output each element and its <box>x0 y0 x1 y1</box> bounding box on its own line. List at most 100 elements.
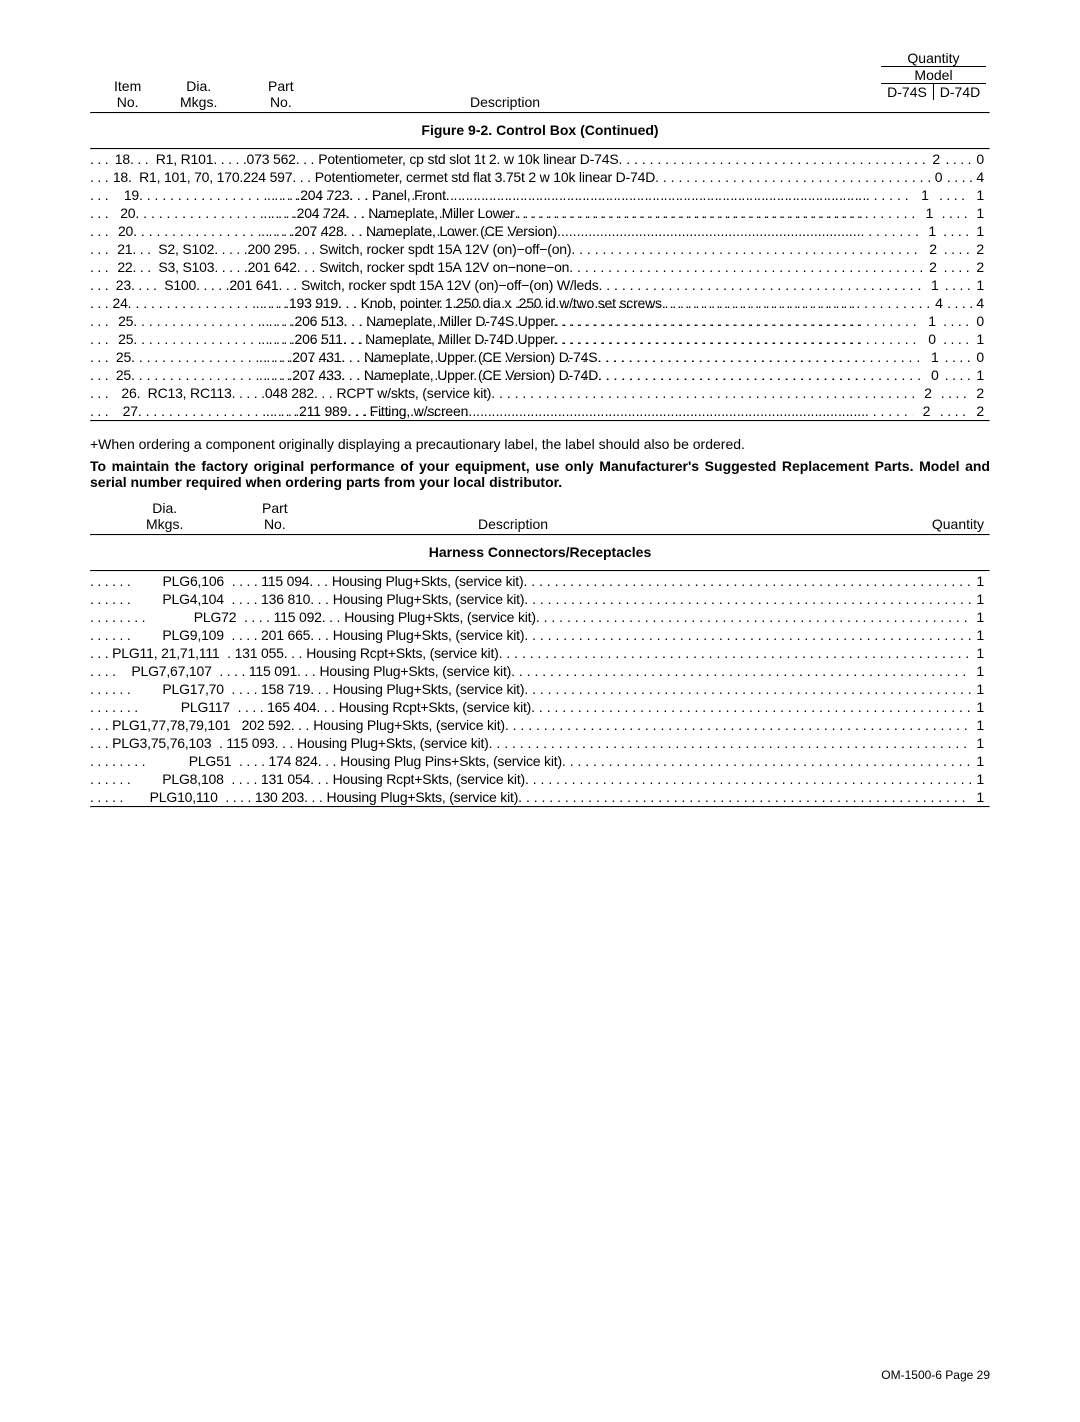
cell-qty-1: 1 <box>925 348 945 366</box>
rule-h2 <box>90 534 990 536</box>
hdr-qty-block: Quantity Model D-74S D-74D <box>881 50 986 100</box>
rule-after-list2 <box>90 806 990 808</box>
dots <box>599 276 925 294</box>
cell-qty-1: 0 <box>921 330 943 348</box>
cell-desc: Housing Plug+Skts, (service kit) <box>293 734 489 752</box>
cell-qty-1: 1 <box>921 222 943 240</box>
cell-qty: 1 <box>971 680 991 698</box>
hdr-part: PartNo. <box>268 78 294 110</box>
rule-after-list1 <box>90 420 990 422</box>
cell-qty-1: 2 <box>927 150 946 168</box>
cell-part: 115 094 <box>261 572 309 590</box>
table-row: . . . . . PLG10,110 . . . . 130 203 . . … <box>90 788 990 806</box>
cell-dia <box>131 348 259 366</box>
cell-desc: Nameplate, Lower (CE Version) <box>362 222 557 240</box>
cell-qty-2: 0 <box>971 348 991 366</box>
cell-desc: Housing Rcpt+Skts, (service kit) <box>329 770 525 788</box>
cell-qty-1: 4 <box>931 294 947 312</box>
hdr-model: Model <box>881 67 986 84</box>
cell-part: 201 641 <box>229 276 278 294</box>
cell-dia: PLG51 <box>149 752 235 770</box>
dots <box>597 348 924 366</box>
dots <box>555 312 921 330</box>
table-row: . . . 24 . . . . . 193 919 . . .Knob, po… <box>90 294 990 312</box>
cell-dia: . . . S3, S103 <box>133 258 215 276</box>
cell-desc: Housing Plug+Skts, (service kit) <box>329 626 525 644</box>
table-row: . . . . . . . . PLG51 . . . . 174 824 . … <box>90 752 990 770</box>
cell-qty-2: 0 <box>969 312 990 330</box>
table-row: . . . . PLG7,67,107 . . . . 115 091 . . … <box>90 662 990 680</box>
cell-qty: 1 <box>971 698 990 716</box>
cell-desc: Potentiometer, cermet std flat 3.75t 2 w… <box>311 168 655 186</box>
table-row: . . . . . . PLG9,109 . . . . 201 665 . .… <box>90 626 990 644</box>
cell-dia <box>133 330 261 348</box>
cell-part: 174 824 <box>269 752 318 770</box>
cell-qty: 1 <box>969 734 990 752</box>
hdr2-desc: Description <box>478 516 548 532</box>
hdr-model-1: D-74S <box>881 84 933 100</box>
cell-item: 24 <box>112 294 128 312</box>
cell-part: 131 055 <box>235 644 284 662</box>
figure-title: Figure 9-2. Control Box (Continued) <box>90 122 990 138</box>
cell-desc: Potentiometer, cp std slot 1t 2. w 10k l… <box>314 150 618 168</box>
dots <box>523 572 970 590</box>
cell-part: 131 054 <box>261 770 310 788</box>
table-row: . . . . . . . . PLG72 . . . . 115 092 . … <box>90 608 990 626</box>
hdr2-dia-text: Dia.Mkgs. <box>146 500 183 532</box>
cell-item: 21 <box>112 240 132 258</box>
table-row: . . . 25 . . . . . 207 431 . . .Nameplat… <box>90 348 990 366</box>
cell-desc: Nameplate, Miller D-74S Upper <box>362 312 555 330</box>
parts-header-2: Dia.Mkgs. PartNo. Description Quantity <box>90 500 990 534</box>
cell-dia <box>131 366 259 384</box>
cell-part: 115 092 <box>274 608 322 626</box>
hdr-dia: Dia.Mkgs. <box>180 78 217 110</box>
cell-qty-2: 1 <box>971 366 990 384</box>
hdr2-dia: Dia.Mkgs. <box>146 500 183 532</box>
dots <box>557 222 921 240</box>
hdr-model-2: D-74D <box>934 84 986 100</box>
cell-part: 130 203 <box>255 788 304 806</box>
cell-dia: PLG72 <box>149 608 240 626</box>
cell-qty-1: 2 <box>913 402 940 420</box>
cell-dia: PLG1,77,78,79,101 <box>112 716 234 734</box>
table-row: . . . 23 . . . . S100 . . . . . 201 641 … <box>90 276 990 294</box>
page-footer: OM-1500-6 Page 29 <box>90 1368 990 1382</box>
cell-part: 202 592 <box>242 716 291 734</box>
cell-dia: PLG11, 21,71,111 <box>112 644 223 662</box>
cell-part: 073 562 <box>247 150 296 168</box>
table-row: . . . 22 . . . S3, S103 . . . . . 201 64… <box>90 258 990 276</box>
parts-list-2: . . . . . . PLG6,106 . . . . 115 094 . .… <box>90 572 990 806</box>
cell-item: 23 <box>112 276 131 294</box>
cell-desc: Housing Plug+Skts, (service kit) <box>340 608 536 626</box>
cell-part: 165 404 <box>267 698 316 716</box>
dots <box>499 644 970 662</box>
cell-dia <box>138 402 266 420</box>
cell-qty-2: 1 <box>971 276 990 294</box>
cell-desc: Housing Plug+Skts, (service kit) <box>309 716 505 734</box>
cell-dia <box>135 204 263 222</box>
cell-item: 25 <box>112 348 131 366</box>
cell-item: 18 <box>112 150 130 168</box>
cell-qty-1: 1 <box>921 312 943 330</box>
cell-part: 200 295 <box>247 240 296 258</box>
cell-dia <box>133 222 261 240</box>
cell-qty-1: 1 <box>925 276 945 294</box>
cell-desc: Nameplate, Miller D-74D Upper <box>361 330 555 348</box>
cell-qty-2: 1 <box>969 222 990 240</box>
cell-qty-2: 4 <box>973 168 990 186</box>
parts-list-1: . . . 18 . . . R1, R101 . . . . . 073 56… <box>90 150 990 420</box>
cell-item: 25 <box>112 312 133 330</box>
cell-desc: Switch, rocker spdt 15A 12V (on)−off−(on… <box>297 276 599 294</box>
cell-item: 27 <box>112 402 138 420</box>
cell-item: 20 <box>112 222 133 240</box>
rule-top <box>90 112 990 114</box>
cell-qty: 1 <box>970 572 990 590</box>
cell-desc: Housing Plug+Skts, (service kit) <box>328 572 524 590</box>
dots <box>505 716 970 734</box>
cell-qty-2: 2 <box>967 384 990 402</box>
dots <box>524 590 970 608</box>
cell-desc: Panel, Front <box>368 186 446 204</box>
cell-item: 25 <box>112 366 131 384</box>
cell-item: 20 <box>112 204 135 222</box>
table-row: . . . 20 . . . . . 204 724 . . .Nameplat… <box>90 204 990 222</box>
